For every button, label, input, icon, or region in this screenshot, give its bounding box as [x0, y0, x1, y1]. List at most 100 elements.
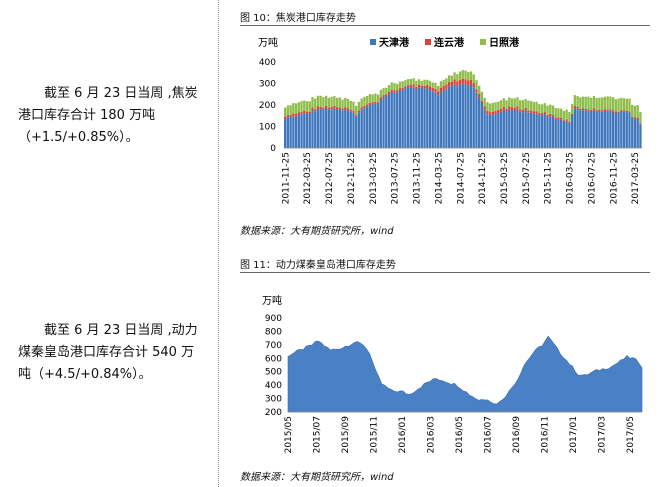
bar-segment	[393, 83, 396, 91]
bar-segment	[420, 85, 423, 88]
bar-segment	[633, 105, 637, 118]
bar-segment	[603, 110, 607, 148]
bar-segment	[595, 112, 598, 148]
bar-segment	[540, 113, 544, 116]
bar-segment	[300, 111, 303, 114]
bar-segment	[535, 101, 538, 112]
bar-segment	[491, 102, 495, 112]
x-tick-label: 2015/07	[313, 416, 323, 453]
bar-segment	[639, 124, 642, 148]
bar-segment	[570, 104, 574, 114]
bar-segment	[374, 103, 377, 148]
bar-segment	[527, 112, 530, 148]
x-tick-label: 2011-11-25	[281, 152, 291, 204]
bar-segment	[423, 88, 426, 148]
bar-segment	[497, 109, 500, 113]
bar-segment	[472, 87, 475, 148]
bar-segment	[609, 96, 612, 110]
bar-segment	[300, 113, 303, 148]
y-tick-label: 600	[265, 354, 282, 364]
bar-segment	[579, 110, 582, 148]
bar-segment	[505, 111, 508, 148]
bar-segment	[439, 87, 443, 92]
bar-segment	[488, 114, 492, 148]
bar-segment	[352, 101, 355, 112]
bar-segment	[324, 107, 328, 148]
bar-segment	[398, 81, 402, 89]
bar-segment	[355, 105, 358, 116]
bar-segment	[445, 78, 448, 85]
bar-segment	[341, 108, 344, 111]
bar-segment	[543, 114, 546, 148]
bar-segment	[601, 110, 604, 112]
bar-segment	[371, 103, 374, 148]
bar-segment	[565, 120, 568, 148]
bar-segment	[439, 81, 443, 88]
bar-segment	[363, 106, 366, 109]
bar-segment	[423, 85, 426, 89]
bar-segment	[284, 116, 287, 120]
bar-segment	[587, 110, 590, 148]
bar-segment	[628, 98, 631, 112]
bar-segment	[292, 102, 295, 114]
bar-segment	[540, 104, 544, 114]
bar-segment	[374, 93, 377, 103]
para2-line3: 吨（+4.5/+0.84%）。	[18, 367, 152, 382]
bar-segment	[535, 111, 538, 114]
bar-segment	[614, 111, 617, 114]
legend-swatch-2	[480, 39, 486, 45]
bar-segment	[297, 112, 300, 116]
bar-segment	[428, 90, 432, 148]
bar-segment	[458, 71, 462, 80]
bar-segment	[521, 110, 525, 113]
bar-segment	[606, 110, 609, 148]
bar-segment	[576, 106, 579, 109]
bar-segment	[371, 101, 374, 104]
x-tick-label: 2017/05	[626, 416, 636, 453]
bar-segment	[437, 95, 440, 148]
figure-11-source: 数据来源：大有期货研究所，wind	[240, 472, 394, 483]
bar-segment	[385, 94, 388, 96]
para1-line2: 港口库存合计 180 万吨	[18, 108, 156, 123]
bar-segment	[475, 89, 478, 93]
bar-segment	[592, 108, 596, 111]
bar-segment	[467, 72, 470, 81]
x-tick-label: 2016-11-25	[609, 152, 619, 204]
bar-segment	[631, 116, 634, 118]
bar-segment	[289, 116, 292, 148]
bar-segment	[611, 97, 615, 111]
y-tick-label: 700	[265, 341, 282, 351]
bar-segment	[622, 110, 626, 112]
bar-segment	[333, 96, 336, 106]
bar-segment	[453, 79, 456, 85]
x-tick-label: 2013-03-25	[369, 152, 379, 204]
bar-segment	[346, 110, 350, 148]
bar-segment	[549, 116, 552, 148]
bar-segment	[450, 81, 454, 86]
bar-segment	[426, 79, 429, 86]
bar-segment	[437, 91, 440, 96]
legend-label-1: 连云港	[434, 36, 465, 49]
bar-segment	[483, 97, 486, 107]
bar-segment	[324, 95, 328, 107]
bar-segment	[581, 96, 585, 109]
bar-segment	[546, 114, 549, 117]
x-tick-label: 2014-07-25	[456, 152, 466, 204]
bar-segment	[368, 94, 372, 103]
bar-segment	[472, 74, 475, 83]
y-tick-label: 200	[265, 408, 282, 418]
bar-segment	[557, 108, 560, 118]
bar-segment	[387, 91, 391, 95]
bar-segment	[562, 121, 566, 148]
bar-segment	[420, 80, 423, 86]
para1-line1: 截至 6 月 23 日当周 ,焦炭	[44, 86, 198, 101]
x-tick-label: 2016/07	[484, 416, 494, 453]
bar-segment	[297, 102, 300, 113]
bar-segment	[513, 107, 516, 110]
bar-segment	[434, 89, 437, 93]
bar-segment	[543, 103, 546, 113]
bar-segment	[456, 86, 459, 148]
bar-segment	[292, 116, 295, 148]
bar-segment	[532, 101, 536, 112]
bar-segment	[303, 113, 306, 148]
